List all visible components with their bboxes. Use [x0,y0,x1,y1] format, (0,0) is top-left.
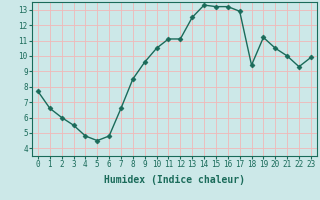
X-axis label: Humidex (Indice chaleur): Humidex (Indice chaleur) [104,175,245,185]
